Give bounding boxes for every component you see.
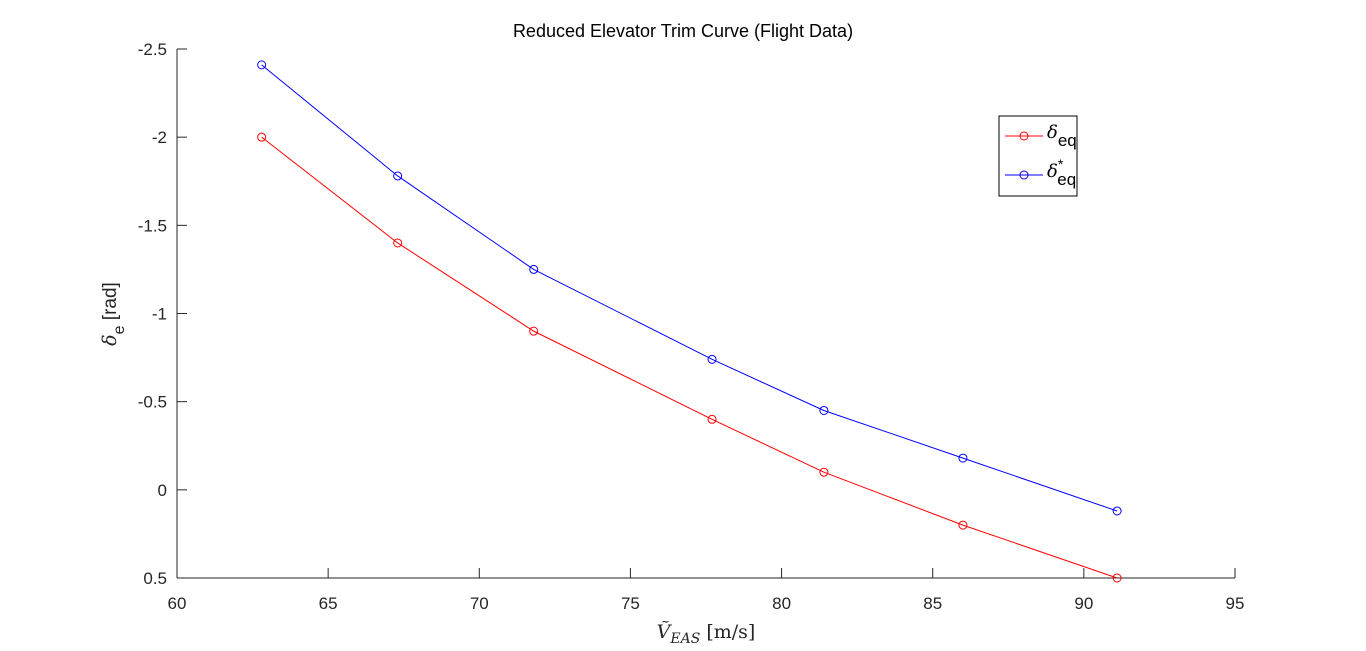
y-ticks: -2.5 -2 -1.5 -1 -0.5 0 0.5	[138, 40, 187, 588]
data-point	[707, 414, 717, 424]
x-tick-label: 85	[923, 594, 942, 613]
legend-box	[998, 115, 1078, 197]
x-tick-label: 90	[1074, 594, 1093, 613]
y-tick-label: -2.5	[138, 40, 167, 59]
legend-item-1: δeq	[1005, 122, 1077, 150]
legend-item-2: δ* eq	[1005, 156, 1076, 189]
y-axis-label-unit: [rad]	[100, 282, 121, 320]
y-tick-label: -1	[152, 305, 167, 324]
data-point	[257, 60, 267, 70]
x-tick-label: 65	[319, 594, 338, 613]
legend: δeq δ* eq	[998, 115, 1078, 197]
legend-marker	[1019, 170, 1029, 180]
data-point	[257, 132, 267, 142]
x-tick-label: 80	[772, 594, 791, 613]
y-tick-label: 0.5	[143, 569, 167, 588]
data-point	[393, 238, 403, 248]
legend-label: δeq	[1047, 122, 1077, 150]
x-tick-label: 75	[621, 594, 640, 613]
y-tick-label: 0	[158, 481, 167, 500]
x-ticks: 60 65 70 75 80 85 90 95	[168, 568, 1245, 613]
svg-text:ṼEAS [m/s]: ṼEAS [m/s]	[657, 621, 756, 647]
series-line	[261, 64, 1118, 512]
y-tick-label: -2	[152, 128, 167, 147]
data-point	[393, 171, 403, 181]
series-layer	[257, 60, 1122, 583]
x-tick-label: 95	[1226, 594, 1245, 613]
y-axis-label-symbol: δ	[99, 334, 121, 345]
series-1	[257, 132, 1122, 583]
x-tick-label: 70	[470, 594, 489, 613]
legend-marker	[1019, 131, 1029, 141]
data-point	[707, 354, 717, 364]
data-point	[958, 520, 968, 530]
data-point	[819, 467, 829, 477]
legend-label: δ* eq	[1047, 156, 1076, 189]
chart-title: Reduced Elevator Trim Curve (Flight Data…	[513, 21, 853, 41]
svg-text:δe [rad]: δe [rad]	[99, 282, 128, 346]
y-tick-label: -1.5	[138, 216, 167, 235]
series-2	[257, 60, 1122, 516]
x-axis-label-unit: [m/s]	[706, 621, 755, 643]
x-tick-label: 60	[168, 594, 187, 613]
y-axis-label-subscript: e	[111, 325, 128, 334]
data-point	[819, 405, 829, 415]
x-axis-label: ṼEAS [m/s]	[657, 621, 756, 647]
data-point	[529, 326, 539, 336]
data-point	[958, 453, 968, 463]
data-point	[529, 264, 539, 274]
y-axis-label: δe [rad]	[99, 282, 128, 346]
y-tick-label: -0.5	[138, 393, 167, 412]
series-line	[261, 136, 1118, 579]
x-axis-label-subscript: EAS	[669, 631, 700, 647]
data-point	[1112, 573, 1122, 583]
x-axis-label-symbol: Ṽ	[657, 621, 673, 643]
data-point	[1112, 506, 1122, 516]
